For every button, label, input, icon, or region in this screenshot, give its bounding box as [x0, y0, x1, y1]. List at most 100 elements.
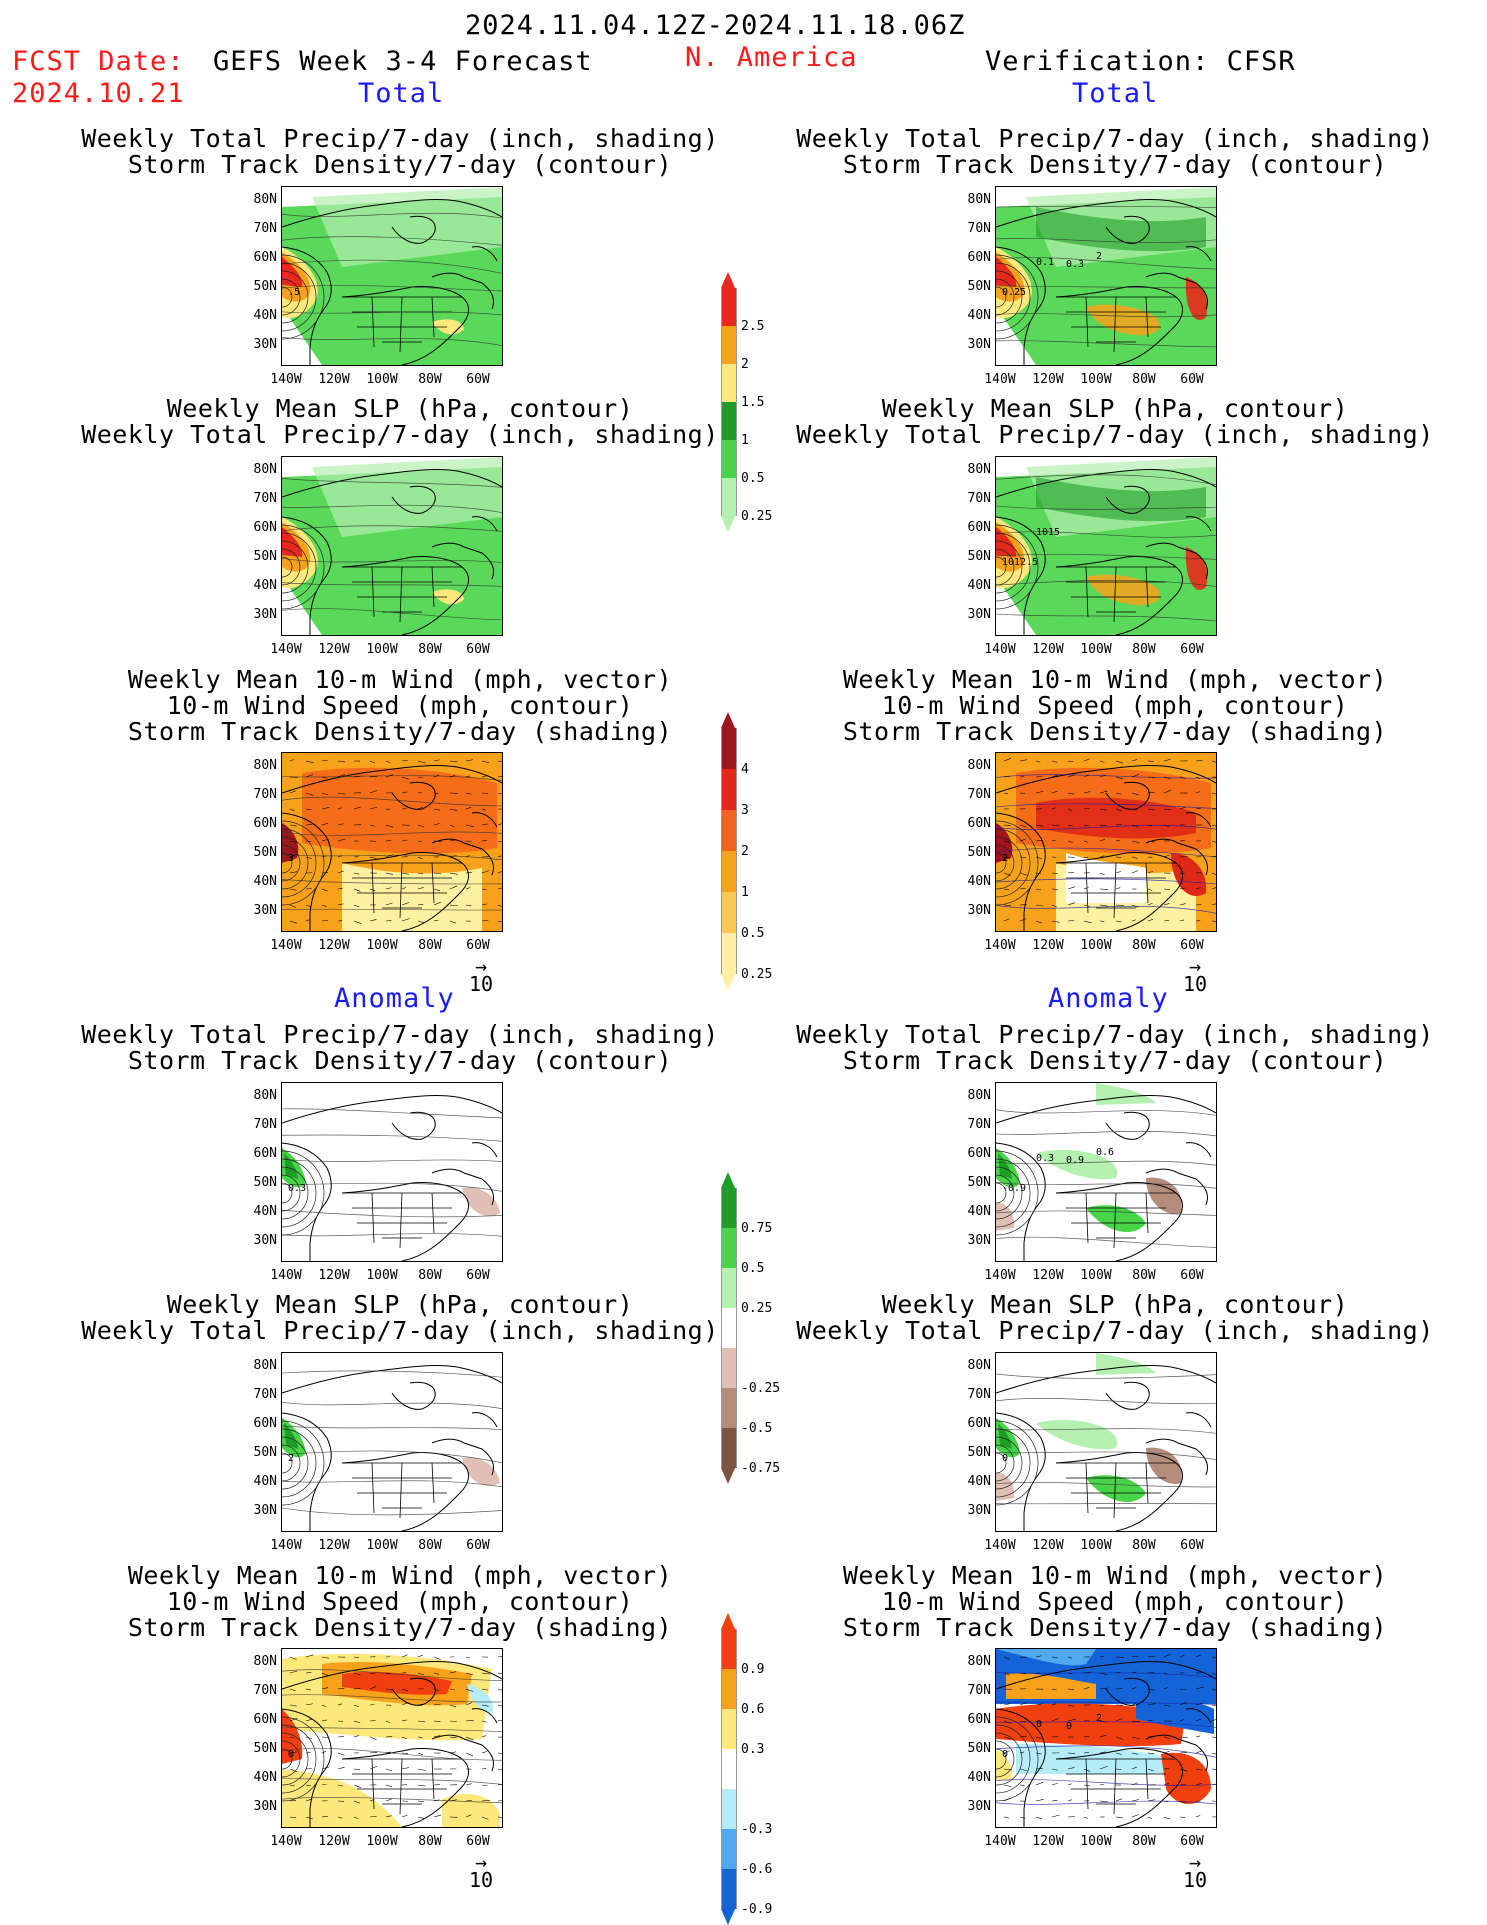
colorbar-top-triangle: [721, 272, 735, 288]
map-panel-r2_right: 1012.5 1015: [995, 456, 1217, 636]
lat-tick-label: 30N: [967, 607, 991, 622]
lat-tick-label: 70N: [967, 1683, 991, 1698]
lon-tick-label: 140W: [270, 642, 302, 657]
lat-tick-label: 70N: [967, 221, 991, 236]
lon-tick-label: 100W: [1080, 642, 1112, 657]
lat-tick-label: 30N: [967, 1233, 991, 1248]
colorbar-segment: [721, 1268, 737, 1308]
lat-tick-label: 40N: [967, 1474, 991, 1489]
lat-tick-label: 30N: [253, 903, 277, 918]
lon-tick-label: 60W: [466, 642, 490, 657]
lat-tick-label: 30N: [253, 1799, 277, 1814]
lon-tick-label: 100W: [1080, 372, 1112, 387]
lat-tick-label: 70N: [967, 1387, 991, 1402]
map-panel-r3_left: 3: [281, 752, 503, 932]
lat-tick-label: 30N: [967, 1799, 991, 1814]
colorbar-label: 0.9: [741, 1662, 765, 1677]
contour-value-label: 0: [1066, 1721, 1072, 1732]
colorbar-top-triangle: [721, 1172, 735, 1188]
lon-tick-label: 120W: [1032, 1268, 1064, 1283]
lon-tick-label: 60W: [466, 938, 490, 953]
colorbar-label: 0.3: [741, 1742, 765, 1757]
colorbar-label: 4: [741, 762, 749, 777]
colorbar-label: 0.5: [741, 471, 765, 486]
lon-tick-label: 80W: [418, 938, 442, 953]
colorbar-label: 1: [741, 885, 749, 900]
panel-title-line: Storm Track Density/7-day (contour): [127, 1046, 673, 1075]
colorbar-label: 2: [741, 844, 749, 859]
colorbar-top-triangle: [721, 1613, 735, 1629]
fcst-date-value: 2024.10.21: [12, 78, 185, 109]
panel-title-line: Weekly Total Precip/7-day (inch, shading…: [796, 420, 1434, 449]
lon-tick-label: 140W: [984, 642, 1016, 657]
colorbar-label: 0.25: [741, 967, 773, 982]
panel-title-line: Storm Track Density/7-day (contour): [127, 150, 673, 179]
lat-tick-label: 70N: [253, 787, 277, 802]
panel-title-line: Weekly Mean 10-m Wind (mph, vector): [842, 1561, 1388, 1590]
lon-tick-label: 100W: [1080, 938, 1112, 953]
fcst-date-label: FCST Date:: [12, 46, 185, 77]
map-svg: -0.9 0.3 0.9 0.6: [996, 1083, 1216, 1261]
lat-tick-label: 50N: [253, 549, 277, 564]
contour-value-label: -0.9: [1002, 1183, 1026, 1194]
colorbar-segment: [721, 1789, 737, 1829]
colorbar-storm_anom: [721, 1613, 737, 1925]
colorbar-label: 1: [741, 433, 749, 448]
lat-tick-label: 80N: [967, 1088, 991, 1103]
contour-value-label: 2: [1096, 1713, 1102, 1724]
contour-value-label: 0.9: [1066, 1155, 1084, 1166]
lat-tick-label: 70N: [253, 491, 277, 506]
panel-title-line: Weekly Total Precip/7-day (inch, shading…: [796, 124, 1434, 153]
panel-title-line: Weekly Total Precip/7-day (inch, shading…: [796, 1316, 1434, 1345]
panel-title-line: Storm Track Density/7-day (shading): [842, 1613, 1388, 1642]
lon-tick-label: 60W: [1180, 938, 1204, 953]
lat-tick-label: 80N: [253, 1358, 277, 1373]
colorbar-precip_total: [721, 272, 737, 532]
contour-value-label: 0: [288, 1749, 294, 1760]
lon-tick-label: 80W: [1132, 1834, 1156, 1849]
map-panel-r1_right: 0.25 0.1 0.3 2: [995, 186, 1217, 366]
lon-tick-label: 140W: [270, 1268, 302, 1283]
lon-tick-label: 140W: [984, 1268, 1016, 1283]
colorbar-segment: [721, 728, 737, 769]
colorbar-segment: [721, 1829, 737, 1869]
lon-tick-label: 120W: [1032, 938, 1064, 953]
lat-tick-label: 60N: [967, 250, 991, 265]
lat-tick-label: 50N: [253, 1445, 277, 1460]
lat-tick-label: 50N: [967, 1741, 991, 1756]
lat-tick-label: 40N: [967, 874, 991, 889]
lon-tick-label: 120W: [318, 938, 350, 953]
colorbar-segment: [721, 1388, 737, 1428]
map-svg: 3: [282, 753, 502, 931]
colorbar-precip_anom: [721, 1172, 737, 1484]
panel-title-line: Storm Track Density/7-day (contour): [842, 1046, 1388, 1075]
lat-tick-label: 60N: [253, 1416, 277, 1431]
lat-tick-label: 60N: [253, 1146, 277, 1161]
contour-value-label: 0.3: [1036, 1153, 1054, 1164]
colorbar-segment: [721, 1188, 737, 1228]
map-svg: 0.25 0.1 0.3 2: [996, 187, 1216, 365]
lon-tick-label: 80W: [418, 1538, 442, 1553]
colorbar-segment: [721, 478, 737, 516]
section-total-left: Total: [358, 78, 445, 109]
contour-value-label: 1015: [1036, 527, 1060, 538]
lon-tick-label: 100W: [1080, 1538, 1112, 1553]
colorbar-label: 1.5: [741, 395, 765, 410]
lon-tick-label: 60W: [1180, 1268, 1204, 1283]
colorbar-label: -0.25: [741, 1381, 781, 1396]
lon-tick-label: 60W: [466, 1538, 490, 1553]
lat-tick-label: 30N: [253, 607, 277, 622]
vector-reference-value: 10: [468, 1868, 494, 1892]
lat-tick-label: 80N: [253, 462, 277, 477]
lat-tick-label: 30N: [967, 1503, 991, 1518]
map-panel-r4_left: 0.3: [281, 1082, 503, 1262]
lat-tick-label: 50N: [253, 845, 277, 860]
map-panel-r2_left: [281, 456, 503, 636]
colorbar-segment: [721, 1869, 737, 1909]
lon-tick-label: 60W: [1180, 642, 1204, 657]
lat-tick-label: 70N: [253, 221, 277, 236]
lon-tick-label: 100W: [366, 372, 398, 387]
lat-tick-label: 60N: [253, 250, 277, 265]
map-svg: 0 0 0 2: [996, 1649, 1216, 1827]
panel-title-line: Weekly Total Precip/7-day (inch, shading…: [81, 124, 719, 153]
